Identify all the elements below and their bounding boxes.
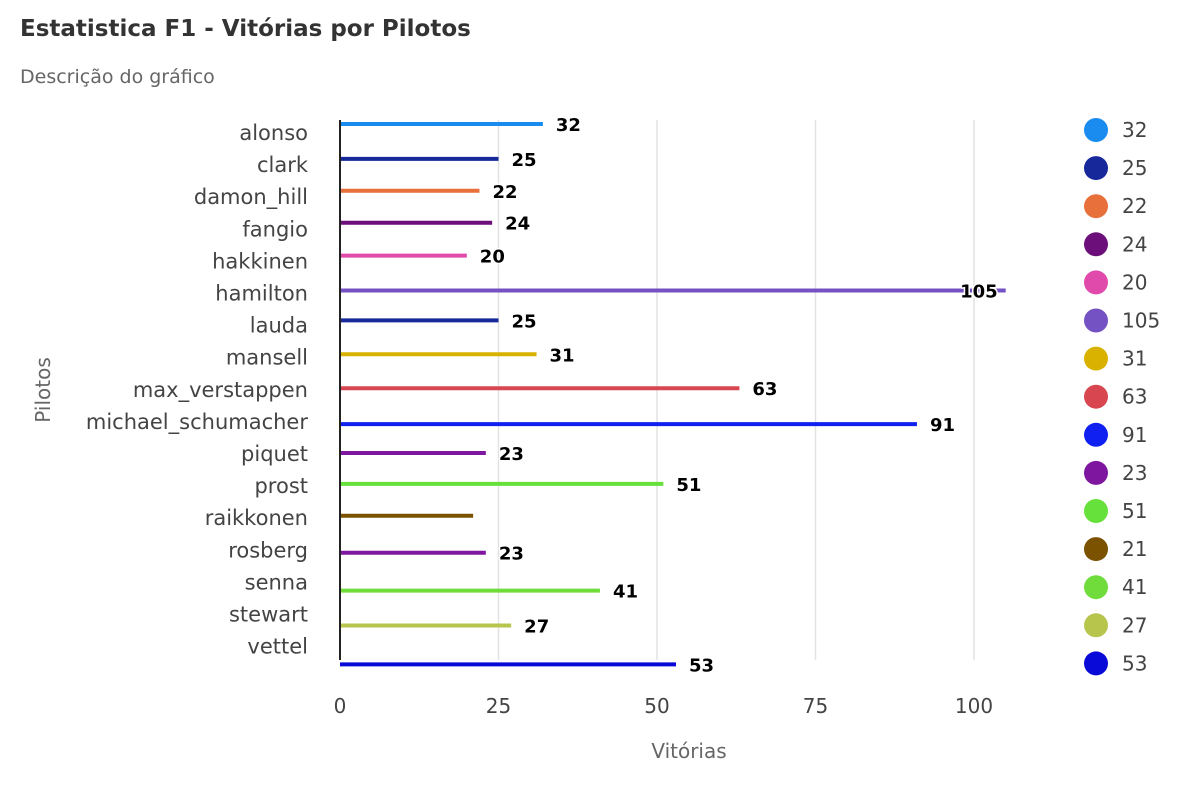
data-label: 25 [512, 311, 537, 332]
data-label: 31 [550, 345, 575, 366]
data-label: 23 [499, 444, 524, 465]
legend-marker[interactable] [1084, 270, 1108, 295]
data-label: 24 [505, 214, 530, 235]
category-label: michael_schumacher [86, 410, 308, 435]
legend-marker[interactable] [1084, 613, 1108, 638]
data-label: 63 [752, 379, 777, 400]
x-tick-label: 50 [644, 694, 669, 718]
data-label: 91 [930, 415, 955, 436]
legend: 32 25 22 24 20 105 31 63 91 23 51 21 41 27 53 [1084, 118, 1160, 676]
data-label: 22 [492, 182, 517, 203]
category-label: mansell [226, 346, 308, 370]
legend-label[interactable]: 32 [1122, 118, 1147, 142]
x-tick-label: 0 [334, 694, 347, 718]
legend-label[interactable]: 31 [1122, 347, 1147, 371]
category-label: vettel [247, 635, 308, 659]
bars [340, 122, 1006, 667]
legend-label[interactable]: 105 [1122, 309, 1160, 333]
legend-marker[interactable] [1084, 194, 1108, 219]
legend-marker[interactable] [1084, 499, 1108, 523]
legend-marker[interactable] [1084, 308, 1108, 333]
legend-marker[interactable] [1084, 537, 1108, 562]
category-label: fangio [242, 217, 308, 241]
category-label: stewart [229, 603, 308, 627]
category-label: hamilton [215, 282, 308, 306]
legend-label[interactable]: 20 [1122, 270, 1147, 294]
legend-label[interactable]: 25 [1122, 156, 1147, 180]
legend-marker[interactable] [1084, 118, 1108, 142]
x-tick-label: 75 [803, 694, 828, 718]
data-label: 27 [524, 617, 549, 638]
legend-label[interactable]: 22 [1122, 194, 1147, 218]
category-label: lauda [250, 314, 308, 338]
category-label: max_verstappen [133, 378, 308, 403]
legend-label[interactable]: 63 [1122, 385, 1147, 409]
x-tick-labels: 0 25 50 75 100 [334, 694, 993, 718]
legend-marker[interactable] [1084, 384, 1108, 409]
legend-label[interactable]: 51 [1122, 499, 1147, 523]
legend-marker[interactable] [1084, 422, 1108, 447]
chart-title: Estatistica F1 - Vitórias por Pilotos [20, 16, 471, 42]
data-label: 105 [960, 282, 998, 303]
legend-label[interactable]: 53 [1122, 651, 1147, 675]
legend-label[interactable]: 24 [1122, 232, 1147, 256]
category-label: clark [257, 153, 309, 177]
category-label: piquet [241, 442, 308, 466]
category-label: raikkonen [205, 506, 308, 530]
data-label: 53 [689, 655, 714, 676]
data-label: 32 [556, 115, 581, 136]
category-label: prost [254, 474, 308, 498]
x-tick-label: 25 [486, 694, 511, 718]
data-label: 41 [613, 582, 638, 603]
legend-marker[interactable] [1084, 460, 1108, 485]
data-label: 25 [512, 150, 537, 171]
legend-label[interactable]: 21 [1122, 537, 1147, 561]
legend-label[interactable]: 41 [1122, 575, 1147, 599]
legend-marker[interactable] [1084, 575, 1108, 600]
legend-marker[interactable] [1084, 156, 1108, 181]
data-label: 23 [499, 544, 524, 565]
legend-label[interactable]: 91 [1122, 423, 1147, 447]
category-label: hakkinen [212, 249, 308, 273]
chart-subtitle: Descrição do gráfico [20, 66, 215, 88]
data-label: 20 [480, 247, 505, 268]
legend-label[interactable]: 27 [1122, 613, 1147, 637]
legend-marker[interactable] [1084, 232, 1108, 257]
y-axis-title: Pilotos [31, 357, 55, 422]
legend-marker[interactable] [1084, 651, 1108, 676]
legend-label[interactable]: 23 [1122, 461, 1147, 485]
data-label: 51 [676, 475, 701, 496]
x-axis-title: Vitórias [651, 739, 726, 763]
category-label: damon_hill [194, 185, 308, 210]
x-tick-label: 100 [955, 694, 993, 718]
category-label: alonso [239, 121, 308, 145]
legend-marker[interactable] [1084, 346, 1108, 371]
category-label: rosberg [228, 538, 308, 562]
category-label: senna [245, 570, 308, 594]
